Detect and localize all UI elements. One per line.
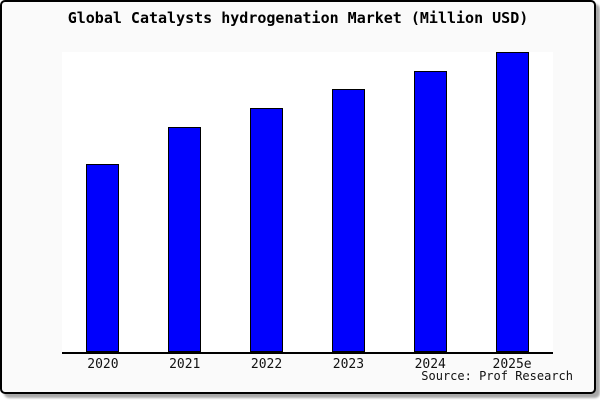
bar-2020 [86,164,120,352]
x-tick-label-2023: 2023 [332,357,365,372]
bar-2021 [168,127,202,352]
x-tick-label-2022: 2022 [250,357,283,372]
chart-figure: Global Catalysts hydrogenation Market (M… [0,0,596,394]
source-note: Source: Prof Research [421,369,573,383]
bar-2023 [331,89,365,352]
x-tick-label-2025e: 2025e [492,357,532,372]
bar-2025e [495,52,529,352]
plot-area [62,52,553,354]
bar-2024 [413,71,447,352]
chart-title: Global Catalysts hydrogenation Market (M… [67,9,529,27]
x-axis-labels: 2020 2021 2022 2023 2024 2025e [62,357,553,373]
x-tick-label-2024: 2024 [414,357,446,372]
x-tick-label-2021: 2021 [169,357,201,372]
x-tick-label-2020: 2020 [87,357,119,372]
bar-2022 [250,108,284,352]
